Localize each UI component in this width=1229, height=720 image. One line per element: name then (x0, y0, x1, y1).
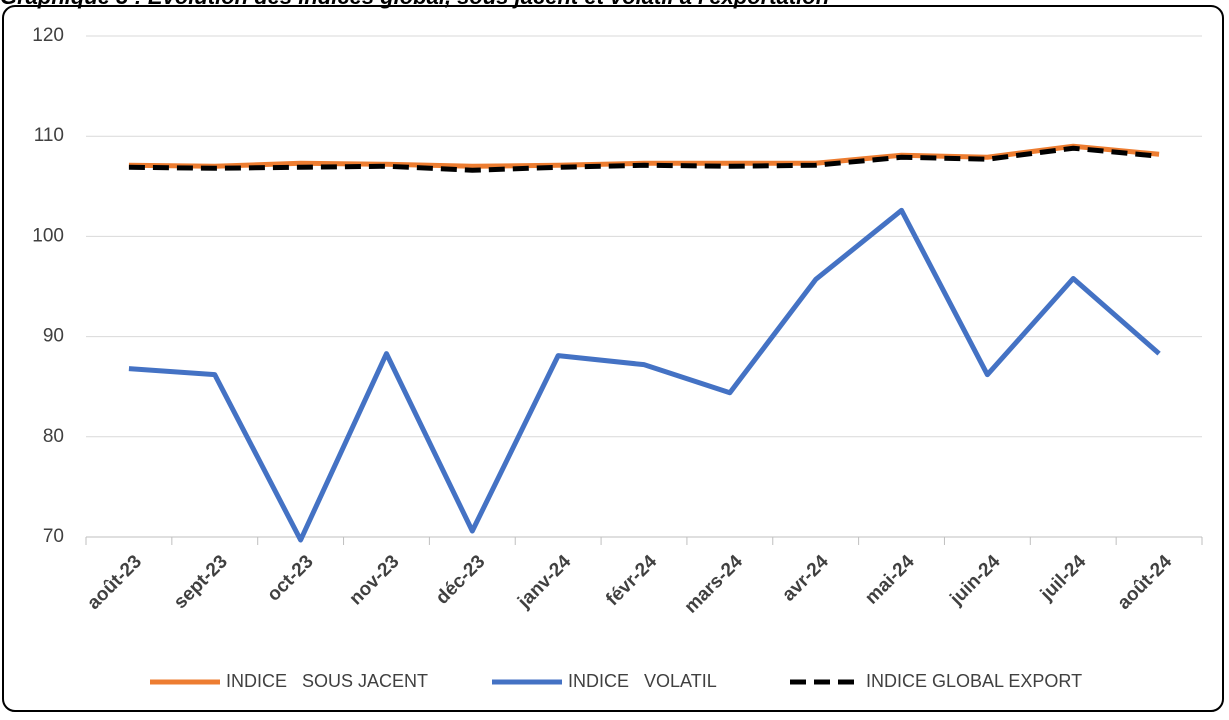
y-tick-label: 80 (43, 426, 64, 447)
y-tick-label: 120 (32, 25, 64, 46)
legend-label: INDICE VOLATIL (568, 671, 717, 691)
chart-title: Graphique 3 : Evolution des indices glob… (0, 0, 829, 9)
chart-frame (2, 5, 1224, 712)
y-tick-label: 100 (32, 225, 64, 246)
series-line (128, 207, 1161, 543)
y-tick-label: 110 (34, 125, 64, 146)
series-line (128, 145, 1160, 173)
legend-label: INDICE SOUS JACENT (226, 671, 428, 691)
legend-label: INDICE GLOBAL EXPORT (866, 671, 1082, 691)
y-tick-label: 90 (43, 326, 64, 347)
y-tick-label: 70 (43, 526, 64, 547)
